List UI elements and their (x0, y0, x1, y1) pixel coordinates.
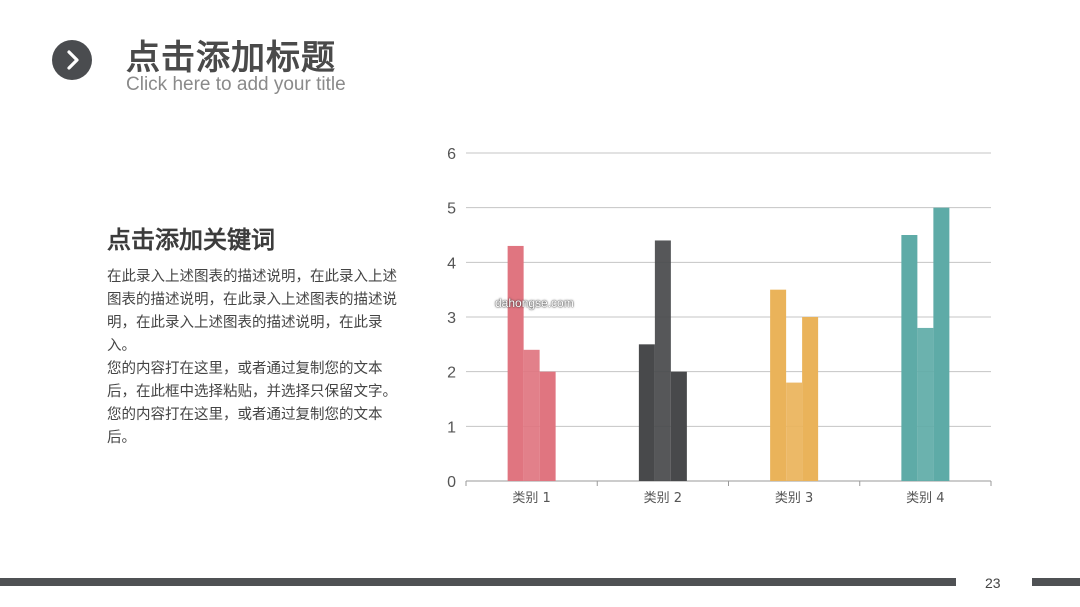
y-tick-label: 5 (447, 201, 456, 218)
chart-bar (917, 327, 934, 481)
title-badge (52, 40, 92, 80)
y-tick-label: 3 (447, 310, 456, 327)
chart-bar (786, 382, 803, 481)
page-subtitle: Click here to add your title (126, 74, 346, 95)
chart-bar (507, 245, 524, 481)
chevron-right-icon (67, 50, 79, 70)
chart-bar (802, 317, 819, 481)
keyword-heading: 点击添加关键词 (107, 226, 275, 254)
y-tick-label: 2 (447, 365, 456, 382)
watermark: dahongse.com (495, 296, 574, 310)
x-tick-label: 类别 1 (512, 491, 550, 506)
footer-bar-left (0, 578, 956, 586)
x-axis-ticks: 类别 1 类别 2 类别 3 类别 4 (465, 481, 992, 506)
chart-bar (523, 349, 540, 481)
x-tick-label: 类别 4 (906, 491, 944, 506)
x-tick-label: 类别 3 (775, 491, 813, 506)
y-tick-label: 4 (447, 255, 456, 272)
chart-bar (901, 235, 918, 481)
chart-bars (507, 207, 950, 481)
y-tick-label: 0 (447, 474, 456, 491)
footer-bar-right (1032, 578, 1080, 586)
y-tick-label: 1 (447, 419, 456, 436)
chart-bar (770, 289, 787, 481)
page-title: 点击添加标题 (126, 38, 336, 78)
x-tick-label: 类别 2 (644, 491, 682, 506)
chart-bar (539, 371, 556, 481)
bar-chart: 0 1 2 3 4 5 6 类别 1 类别 2 类别 3 类别 4 (447, 146, 992, 506)
y-tick-label: 6 (447, 146, 456, 163)
y-axis-ticks: 0 1 2 3 4 5 6 (447, 146, 456, 491)
description-paragraph-2: 您的内容打在这里，或者通过复制您的文本后，在此框中选择粘贴，并选择只保留文字。您… (107, 361, 397, 446)
page-number: 23 (985, 575, 1001, 591)
description-paragraph-1: 在此录入上述图表的描述说明，在此录入上述图表的描述说明，在此录入上述图表的描述说… (107, 269, 397, 354)
chart-bar (933, 207, 950, 481)
description-text: 在此录入上述图表的描述说明，在此录入上述图表的描述说明，在此录入上述图表的描述说… (107, 266, 397, 450)
chart-bar (670, 371, 687, 481)
chart-bar (654, 240, 671, 481)
chart-bar (638, 344, 655, 481)
